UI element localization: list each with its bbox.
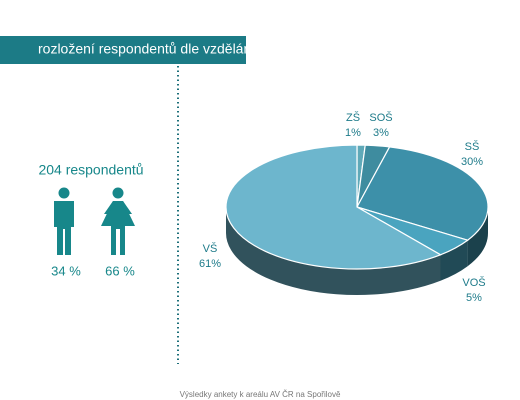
icon-body	[101, 201, 135, 255]
pie-side	[440, 240, 468, 281]
pie-slice	[225, 144, 442, 270]
slice-label: VŠ	[203, 242, 218, 255]
gender-share: 66 %	[105, 263, 135, 278]
slice-value: 1%	[345, 127, 361, 139]
pie-side	[467, 207, 488, 267]
gender-share: 34 %	[51, 263, 81, 278]
pie-slice	[356, 146, 489, 241]
icon-arms	[104, 201, 132, 214]
header-title: rozložení respondentů dle vzdělání	[38, 41, 255, 57]
header-bar	[0, 36, 246, 64]
icon-head	[58, 187, 70, 199]
slice-value: 61%	[199, 258, 221, 270]
slice-label: ZŠ	[346, 111, 360, 124]
slice-value: 3%	[373, 127, 389, 139]
slice-value: 30%	[461, 156, 483, 168]
icon-head	[112, 187, 124, 199]
pie-side	[226, 207, 441, 295]
slice-label: VOŠ	[462, 276, 485, 289]
icon-body	[54, 201, 74, 255]
slice-label: SOŠ	[369, 111, 392, 124]
slice-value: 5%	[466, 292, 482, 304]
slice-label: SŠ	[465, 140, 480, 153]
male-icon	[54, 187, 74, 255]
footer: Výsledky ankety k areálu AV ČR na Spořil…	[180, 390, 341, 399]
respondents-count: 204 respondentů	[38, 162, 143, 178]
female-icon	[101, 187, 135, 255]
